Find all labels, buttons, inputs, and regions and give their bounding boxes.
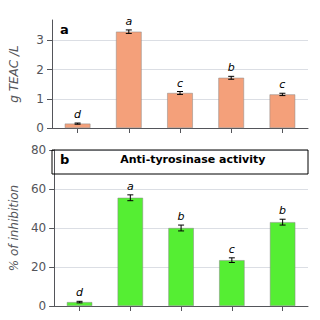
- svg-text:c: c: [279, 78, 285, 91]
- svg-text:b: b: [228, 61, 235, 74]
- svg-text:40: 40: [31, 221, 46, 235]
- svg-text:Anti-tyrosinase activity: Anti-tyrosinase activity: [120, 153, 265, 166]
- svg-text:a: a: [127, 180, 134, 193]
- svg-text:d: d: [74, 108, 82, 121]
- svg-text:a: a: [125, 15, 132, 28]
- svg-text:20: 20: [31, 260, 46, 274]
- svg-text:g TEAC /L: g TEAC /L: [7, 45, 21, 102]
- svg-text:b: b: [178, 210, 185, 223]
- svg-text:0: 0: [36, 121, 44, 135]
- svg-text:1: 1: [36, 92, 44, 106]
- svg-text:0: 0: [39, 299, 47, 313]
- svg-text:80: 80: [31, 143, 46, 157]
- svg-text:d: d: [76, 286, 84, 299]
- svg-text:2: 2: [36, 63, 44, 77]
- svg-text:60: 60: [31, 182, 46, 196]
- svg-text:b: b: [60, 152, 69, 167]
- svg-text:a: a: [60, 22, 69, 37]
- svg-text:b: b: [279, 204, 286, 217]
- svg-text:c: c: [177, 77, 183, 90]
- svg-text:% of inhibition: % of inhibition: [7, 185, 21, 271]
- svg-text:3: 3: [36, 33, 44, 47]
- svg-text:c: c: [229, 243, 235, 256]
